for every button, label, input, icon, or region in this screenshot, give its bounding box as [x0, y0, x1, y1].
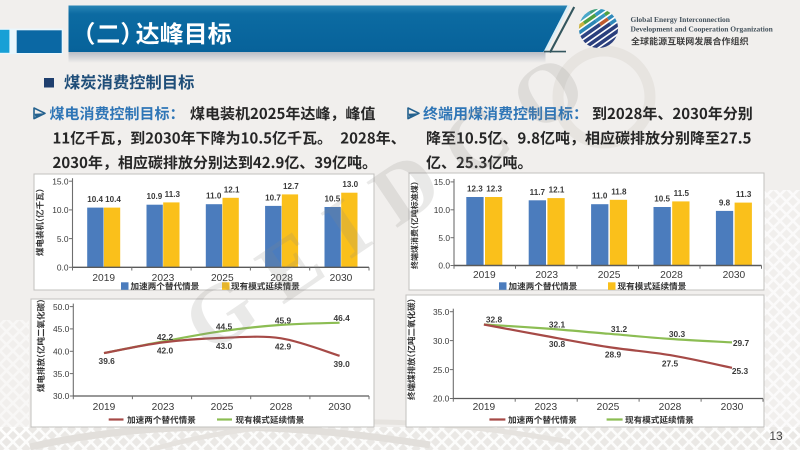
svg-text:2028: 2028	[659, 402, 682, 413]
svg-text:39.6: 39.6	[99, 356, 116, 366]
svg-text:30.8: 30.8	[549, 339, 566, 349]
svg-text:0.0: 0.0	[438, 261, 450, 271]
svg-text:29.7: 29.7	[733, 338, 750, 348]
svg-text:35.0: 35.0	[433, 307, 450, 317]
svg-text:32.1: 32.1	[549, 320, 566, 330]
svg-text:10.7: 10.7	[265, 193, 281, 202]
svg-text:2023: 2023	[152, 402, 175, 413]
svg-text:10.4: 10.4	[105, 195, 121, 204]
svg-text:12.1: 12.1	[549, 186, 565, 195]
svg-text:42.0: 42.0	[157, 345, 174, 355]
svg-text:5.0: 5.0	[438, 233, 450, 243]
svg-text:12.1: 12.1	[224, 185, 240, 194]
svg-text:44.5: 44.5	[216, 322, 233, 332]
svg-text:2025: 2025	[211, 402, 234, 413]
svg-text:20.0: 20.0	[433, 394, 450, 404]
svg-text:42.2: 42.2	[157, 332, 174, 342]
svg-text:2025: 2025	[597, 402, 620, 413]
svg-text:12.3: 12.3	[467, 185, 483, 194]
svg-text:30.3: 30.3	[669, 329, 686, 339]
svg-text:45.0: 45.0	[53, 324, 70, 334]
svg-text:46.4: 46.4	[333, 313, 350, 323]
svg-text:11.5: 11.5	[674, 189, 690, 198]
svg-text:2028: 2028	[270, 273, 293, 284]
svg-text:25.3: 25.3	[732, 366, 749, 376]
svg-text:2028: 2028	[660, 270, 683, 281]
svg-text:12.3: 12.3	[486, 185, 502, 194]
svg-text:28.9: 28.9	[605, 350, 622, 360]
svg-text:45.9: 45.9	[275, 315, 292, 325]
svg-text:11.3: 11.3	[736, 190, 752, 199]
svg-text:39.0: 39.0	[333, 359, 350, 369]
svg-text:2023: 2023	[534, 402, 557, 413]
svg-text:27.5: 27.5	[662, 358, 679, 368]
svg-text:2030: 2030	[721, 402, 744, 413]
svg-text:2023: 2023	[152, 273, 175, 284]
svg-text:2030: 2030	[328, 402, 351, 413]
svg-text:42.9: 42.9	[275, 341, 292, 351]
svg-text:10.5: 10.5	[325, 195, 341, 204]
svg-text:11.0: 11.0	[206, 192, 222, 201]
svg-text:5.0: 5.0	[57, 234, 69, 244]
svg-text:25.0: 25.0	[433, 365, 450, 375]
svg-text:11.7: 11.7	[530, 188, 546, 197]
svg-text:10.9: 10.9	[147, 192, 163, 201]
svg-text:2019: 2019	[92, 273, 115, 284]
svg-text:0.0: 0.0	[57, 263, 69, 273]
svg-text:2019: 2019	[473, 270, 496, 281]
svg-text:30.0: 30.0	[53, 391, 70, 401]
svg-text:9.8: 9.8	[719, 198, 731, 207]
svg-text:10.4: 10.4	[87, 195, 103, 204]
svg-text:10.0: 10.0	[434, 205, 451, 215]
svg-text:2023: 2023	[535, 270, 558, 281]
svg-text:Global Energy Interconnection: Global Energy Interconnection	[631, 15, 731, 24]
svg-text:2028: 2028	[270, 402, 293, 413]
svg-text:2025: 2025	[598, 270, 621, 281]
svg-text:31.2: 31.2	[611, 324, 628, 334]
svg-text:2025: 2025	[211, 273, 234, 284]
svg-text:11.3: 11.3	[165, 190, 181, 199]
svg-text:15.0: 15.0	[52, 176, 69, 186]
svg-text:Development and Cooperation Or: Development and Cooperation Organization	[631, 25, 774, 34]
svg-text:2019: 2019	[473, 402, 496, 413]
svg-text:35.0: 35.0	[53, 369, 70, 379]
svg-text:2030: 2030	[723, 270, 746, 281]
svg-text:15.0: 15.0	[434, 177, 451, 187]
svg-text:12.7: 12.7	[283, 182, 299, 191]
svg-text:2019: 2019	[93, 402, 116, 413]
svg-text:13.0: 13.0	[342, 180, 358, 189]
svg-text:40.0: 40.0	[53, 347, 70, 357]
svg-text:13: 13	[769, 429, 783, 443]
svg-text:43.0: 43.0	[216, 341, 233, 351]
svg-text:50.0: 50.0	[53, 302, 70, 312]
svg-text:32.8: 32.8	[486, 315, 503, 325]
svg-text:11.8: 11.8	[611, 187, 627, 196]
svg-text:30.0: 30.0	[433, 336, 450, 346]
svg-text:10.5: 10.5	[654, 195, 670, 204]
svg-text:10.0: 10.0	[52, 205, 69, 215]
svg-text:11.0: 11.0	[592, 192, 608, 201]
svg-text:2030: 2030	[330, 273, 353, 284]
